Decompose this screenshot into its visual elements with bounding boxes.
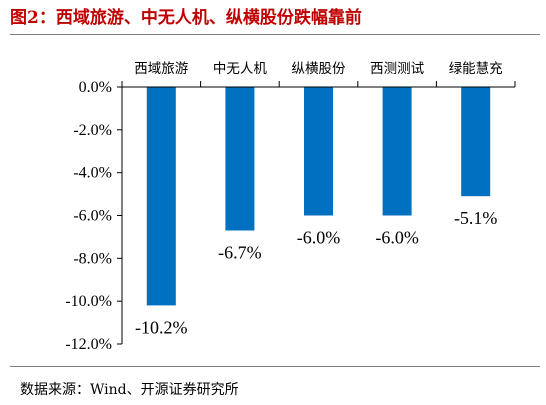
category-label-3: 西测测试 [370, 61, 424, 77]
title-divider [10, 34, 540, 35]
category-label-1: 中无人机 [213, 61, 267, 77]
bar-2 [304, 87, 333, 216]
y-tick-label-1: -2.0% [73, 122, 112, 139]
bar-0 [146, 87, 176, 306]
y-tick-label-6: -12.0% [65, 336, 112, 353]
y-tick-label-3: -6.0% [73, 208, 112, 225]
bar-1 [225, 87, 255, 231]
data-label-3: -6.0% [375, 228, 419, 248]
y-tick-label-4: -8.0% [73, 250, 112, 267]
data-label-4: -5.1% [454, 208, 498, 228]
figure-title: 图2：西域旅游、中无人机、纵横股份跌幅靠前 [10, 8, 362, 28]
y-tick-label-0: 0.0% [79, 79, 112, 96]
y-tick-label-2: -4.0% [73, 165, 112, 182]
data-label-1: -6.7% [218, 243, 262, 263]
figure-source: 数据来源：Wind、开源证券研究所 [20, 382, 239, 398]
category-label-0: 西域旅游 [134, 61, 188, 77]
data-label-0: -10.2% [135, 317, 188, 337]
source-divider [10, 366, 540, 367]
category-label-2: 纵横股份 [292, 61, 346, 77]
bar-4 [461, 87, 491, 197]
data-label-2: -6.0% [297, 228, 341, 248]
y-tick-label-5: -10.0% [65, 293, 112, 310]
bar-3 [382, 87, 412, 216]
category-label-4: 绿能慧充 [449, 61, 503, 77]
